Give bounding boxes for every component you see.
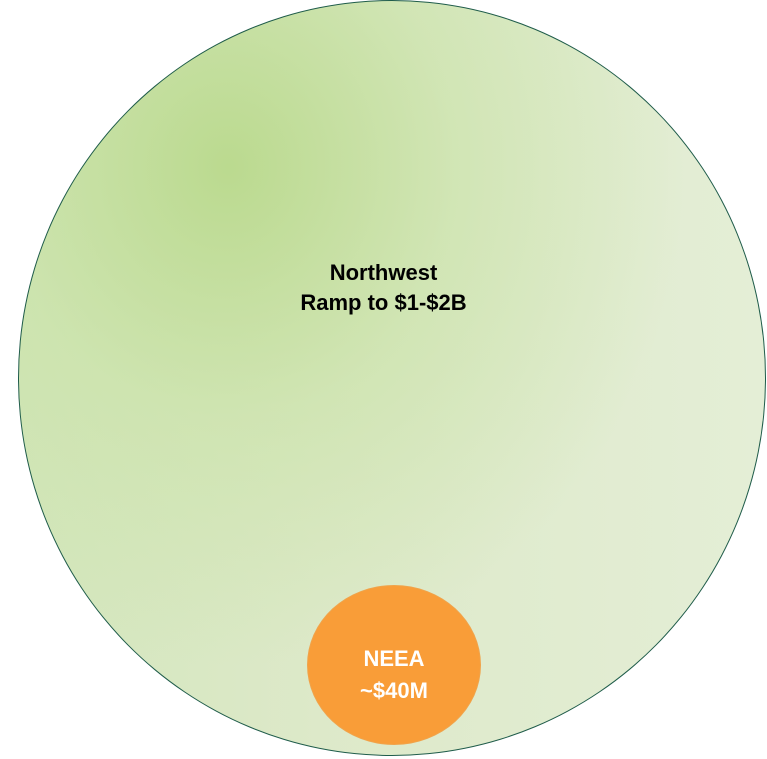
northwest-label: Northwest Ramp to $1-$2B	[0, 258, 767, 318]
northwest-title: Northwest	[329, 260, 438, 285]
neea-label: NEEA ~$40M	[307, 643, 481, 707]
neea-value: ~$40M	[360, 678, 428, 703]
neea-circle	[307, 585, 481, 745]
neea-title: NEEA	[363, 646, 425, 671]
northwest-value: Ramp to $1-$2B	[300, 290, 467, 315]
